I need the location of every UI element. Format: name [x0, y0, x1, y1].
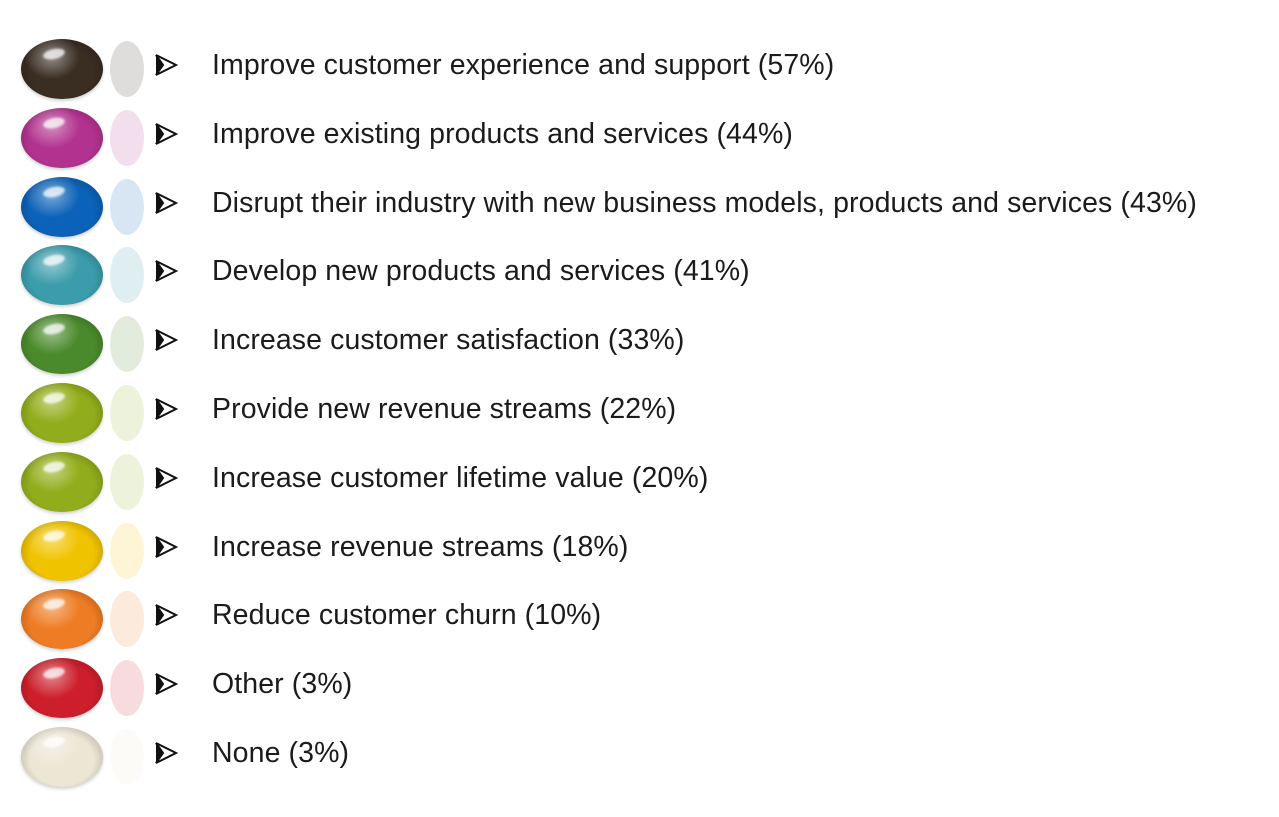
jelly-bean-reflection-icon	[110, 247, 144, 304]
bullet-list: Improve customer experience and support …	[0, 35, 1279, 792]
jelly-bean-icon	[21, 589, 103, 650]
list-item: Other (3%)	[0, 654, 1279, 723]
list-item: Improve existing products and services (…	[0, 104, 1279, 173]
jelly-bean-icon	[21, 176, 103, 237]
list-item: Provide new revenue streams (22%)	[0, 379, 1279, 448]
list-item: Increase customer satisfaction (33%)	[0, 310, 1279, 379]
list-item-label: Disrupt their industry with new business…	[212, 186, 1197, 219]
list-item: Increase customer lifetime value (20%)	[0, 448, 1279, 517]
arrowhead-bullet-icon	[154, 191, 179, 215]
jelly-bean-reflection-icon	[110, 591, 144, 648]
jelly-bean-icon	[21, 451, 103, 512]
list-item-label: Improve customer experience and support …	[212, 49, 835, 81]
jelly-bean-icon	[21, 658, 103, 719]
arrowhead-bullet-icon	[154, 535, 179, 559]
jelly-bean-reflection-icon	[110, 522, 144, 579]
list-item: Improve customer experience and support …	[0, 35, 1279, 104]
jelly-bean-reflection-icon	[110, 109, 144, 166]
jelly-bean-reflection-icon	[110, 384, 144, 441]
list-item: Reduce customer churn (10%)	[0, 585, 1279, 654]
arrowhead-bullet-icon	[154, 259, 179, 283]
list-item-label: Provide new revenue streams (22%)	[212, 392, 677, 425]
list-item-label: Increase revenue streams (18%)	[212, 530, 629, 563]
list-item-label: None (3%)	[212, 736, 350, 769]
list-item: Increase revenue streams (18%)	[0, 517, 1279, 586]
arrowhead-bullet-icon	[154, 466, 179, 490]
jelly-bean-icon	[21, 520, 103, 581]
list-item-label: Improve existing products and services (…	[212, 117, 793, 150]
jelly-bean-reflection-icon	[110, 660, 144, 717]
jelly-bean-reflection-icon	[110, 728, 144, 785]
jelly-bean-reflection-icon	[110, 453, 144, 510]
jelly-bean-reflection-icon	[110, 41, 144, 97]
list-item: None (3%)	[0, 723, 1279, 792]
arrowhead-bullet-icon	[154, 328, 179, 352]
arrowhead-bullet-icon	[154, 672, 179, 696]
jelly-bean-icon	[21, 107, 103, 168]
list-item-label: Develop new products and services (41%)	[212, 255, 750, 288]
arrowhead-bullet-icon	[154, 53, 179, 77]
list-item-label: Increase customer satisfaction (33%)	[212, 324, 685, 357]
arrowhead-bullet-icon	[154, 741, 179, 765]
list-item-label: Other (3%)	[212, 668, 353, 701]
jelly-bean-icon	[21, 382, 103, 443]
jelly-bean-reflection-icon	[110, 316, 144, 373]
list-item-label: Increase customer lifetime value (20%)	[212, 461, 709, 494]
jelly-bean-icon	[21, 245, 103, 306]
jelly-bean-icon	[21, 39, 103, 99]
jelly-bean-icon	[21, 726, 103, 787]
arrowhead-bullet-icon	[154, 603, 179, 627]
jelly-bean-reflection-icon	[110, 178, 144, 235]
list-item: Develop new products and services (41%)	[0, 241, 1279, 310]
list-item-label: Reduce customer churn (10%)	[212, 599, 602, 632]
jelly-bean-icon	[21, 314, 103, 375]
list-item: Disrupt their industry with new business…	[0, 173, 1279, 242]
arrowhead-bullet-icon	[154, 122, 179, 146]
arrowhead-bullet-icon	[154, 397, 179, 421]
